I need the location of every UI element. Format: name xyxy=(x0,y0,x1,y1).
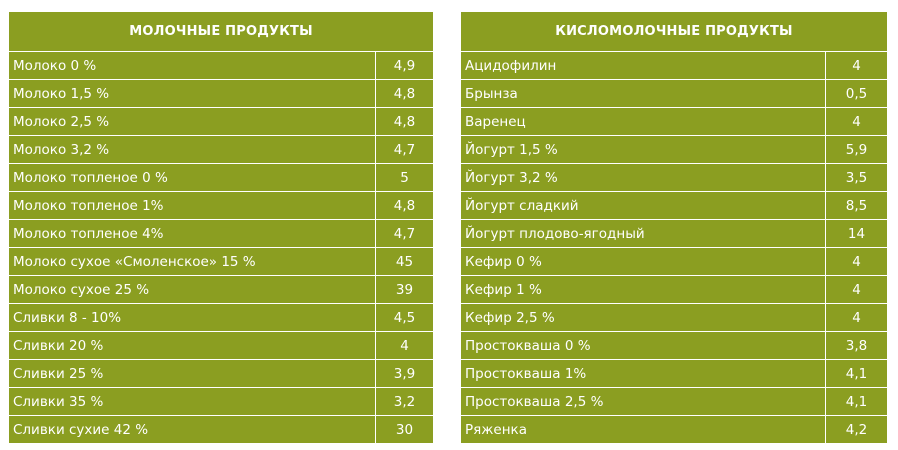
fermented-product-name: Кефир 2,5 % xyxy=(460,303,826,332)
dairy-product-name: Молоко 0 % xyxy=(8,51,376,80)
fermented-product-value: 4,1 xyxy=(825,387,888,416)
dairy-product-name: Сливки сухие 42 % xyxy=(8,415,376,444)
dairy-product-value: 4,7 xyxy=(375,219,434,248)
dairy-product-value: 4,8 xyxy=(375,107,434,136)
fermented-table-row: Кефир 2,5 % 4 xyxy=(460,303,888,332)
fermented-table-row: Ряженка 4,2 xyxy=(460,415,888,444)
dairy-products-table: МОЛОЧНЫЕ ПРОДУКТЫ Молоко 0 % 4,9 Молоко 1,… xyxy=(8,11,434,444)
fermented-product-value: 4 xyxy=(825,303,888,332)
dairy-product-value: 4,9 xyxy=(375,51,434,80)
dairy-product-name: Молоко сухое 25 % xyxy=(8,275,376,304)
fermented-product-value: 14 xyxy=(825,219,888,248)
fermented-product-name: Йогурт сладкий xyxy=(460,191,826,220)
dairy-table-row: Молоко 1,5 % 4,8 xyxy=(8,79,434,108)
fermented-product-value: 4 xyxy=(825,275,888,304)
fermented-product-name: Простокваша 2,5 % xyxy=(460,387,826,416)
dairy-product-value: 4,5 xyxy=(375,303,434,332)
dairy-product-name: Сливки 20 % xyxy=(8,331,376,360)
fermented-table-row: Йогурт 1,5 % 5,9 xyxy=(460,135,888,164)
fermented-product-name: Йогурт плодово-ягодный xyxy=(460,219,826,248)
dairy-table-row: Молоко 0 % 4,9 xyxy=(8,51,434,80)
dairy-table-row: Сливки 20 % 4 xyxy=(8,331,434,360)
dairy-product-value: 30 xyxy=(375,415,434,444)
fermented-product-name: Простокваша 1% xyxy=(460,359,826,388)
fermented-product-name: Кефир 0 % xyxy=(460,247,826,276)
dairy-product-name: Молоко топленое 4% xyxy=(8,219,376,248)
fermented-product-value: 5,9 xyxy=(825,135,888,164)
fermented-product-name: Йогурт 1,5 % xyxy=(460,135,826,164)
dairy-table-row: Молоко сухое «Смоленское» 15 % 45 xyxy=(8,247,434,276)
dairy-product-value: 4 xyxy=(375,331,434,360)
dairy-table-row: Молоко топленое 4% 4,7 xyxy=(8,219,434,248)
dairy-table-title: МОЛОЧНЫЕ ПРОДУКТЫ xyxy=(8,11,434,52)
fermented-table-row: Йогурт плодово-ягодный 14 xyxy=(460,219,888,248)
dairy-product-name: Сливки 35 % xyxy=(8,387,376,416)
dairy-table-row: Сливки 8 - 10% 4,5 xyxy=(8,303,434,332)
fermented-product-name: Ряженка xyxy=(460,415,826,444)
fermented-table-row: Йогурт сладкий 8,5 xyxy=(460,191,888,220)
fermented-product-value: 8,5 xyxy=(825,191,888,220)
dairy-table-row: Молоко 3,2 % 4,7 xyxy=(8,135,434,164)
fermented-product-value: 3,8 xyxy=(825,331,888,360)
dairy-product-name: Молоко сухое «Смоленское» 15 % xyxy=(8,247,376,276)
fermented-product-name: Кефир 1 % xyxy=(460,275,826,304)
dairy-product-name: Сливки 8 - 10% xyxy=(8,303,376,332)
dairy-product-name: Молоко 1,5 % xyxy=(8,79,376,108)
fermented-table-row: Простокваша 1% 4,1 xyxy=(460,359,888,388)
dairy-table-row: Молоко топленое 0 % 5 xyxy=(8,163,434,192)
fermented-product-name: Брынза xyxy=(460,79,826,108)
fermented-table-row: Простокваша 2,5 % 4,1 xyxy=(460,387,888,416)
fermented-product-value: 3,5 xyxy=(825,163,888,192)
dairy-table-row: Сливки 35 % 3,2 xyxy=(8,387,434,416)
fermented-table-row: Простокваша 0 % 3,8 xyxy=(460,331,888,360)
fermented-product-name: Варенец xyxy=(460,107,826,136)
dairy-table-body: МОЛОЧНЫЕ ПРОДУКТЫ Молоко 0 % 4,9 Молоко 1,… xyxy=(8,11,434,444)
fermented-product-value: 0,5 xyxy=(825,79,888,108)
fermented-table-body: КИСЛОМОЛОЧНЫЕ ПРОДУКТЫ Ацидофилин 4 Брынза… xyxy=(460,11,888,444)
dairy-product-name: Молоко 3,2 % xyxy=(8,135,376,164)
fermented-table-header-row: КИСЛОМОЛОЧНЫЕ ПРОДУКТЫ xyxy=(460,11,888,52)
fermented-product-value: 4 xyxy=(825,107,888,136)
dairy-product-value: 3,9 xyxy=(375,359,434,388)
fermented-product-value: 4,2 xyxy=(825,415,888,444)
dairy-product-name: Молоко 2,5 % xyxy=(8,107,376,136)
fermented-table-row: Брынза 0,5 xyxy=(460,79,888,108)
fermented-table-row: Кефир 1 % 4 xyxy=(460,275,888,304)
dairy-product-value: 5 xyxy=(375,163,434,192)
dairy-table-row: Молоко сухое 25 % 39 xyxy=(8,275,434,304)
dairy-product-value: 4,7 xyxy=(375,135,434,164)
dairy-product-name: Сливки 25 % xyxy=(8,359,376,388)
fermented-product-name: Йогурт 3,2 % xyxy=(460,163,826,192)
fermented-product-value: 4,1 xyxy=(825,359,888,388)
fermented-table-row: Варенец 4 xyxy=(460,107,888,136)
fermented-product-name: Простокваша 0 % xyxy=(460,331,826,360)
dairy-table-header-row: МОЛОЧНЫЕ ПРОДУКТЫ xyxy=(8,11,434,52)
fermented-table-row: Йогурт 3,2 % 3,5 xyxy=(460,163,888,192)
fermented-table-row: Ацидофилин 4 xyxy=(460,51,888,80)
fermented-products-table: КИСЛОМОЛОЧНЫЕ ПРОДУКТЫ Ацидофилин 4 Брынза… xyxy=(460,11,888,444)
dairy-table-row: Сливки сухие 42 % 30 xyxy=(8,415,434,444)
dairy-table-row: Молоко топленое 1% 4,8 xyxy=(8,191,434,220)
fermented-product-value: 4 xyxy=(825,247,888,276)
dairy-product-value: 4,8 xyxy=(375,79,434,108)
fermented-product-value: 4 xyxy=(825,51,888,80)
dairy-table-row: Сливки 25 % 3,9 xyxy=(8,359,434,388)
fermented-product-name: Ацидофилин xyxy=(460,51,826,80)
fermented-table-row: Кефир 0 % 4 xyxy=(460,247,888,276)
dairy-product-value: 39 xyxy=(375,275,434,304)
dairy-product-value: 45 xyxy=(375,247,434,276)
dairy-product-value: 4,8 xyxy=(375,191,434,220)
dairy-product-value: 3,2 xyxy=(375,387,434,416)
dairy-product-name: Молоко топленое 0 % xyxy=(8,163,376,192)
dairy-table-row: Молоко 2,5 % 4,8 xyxy=(8,107,434,136)
fermented-table-title: КИСЛОМОЛОЧНЫЕ ПРОДУКТЫ xyxy=(460,11,888,52)
dairy-product-name: Молоко топленое 1% xyxy=(8,191,376,220)
